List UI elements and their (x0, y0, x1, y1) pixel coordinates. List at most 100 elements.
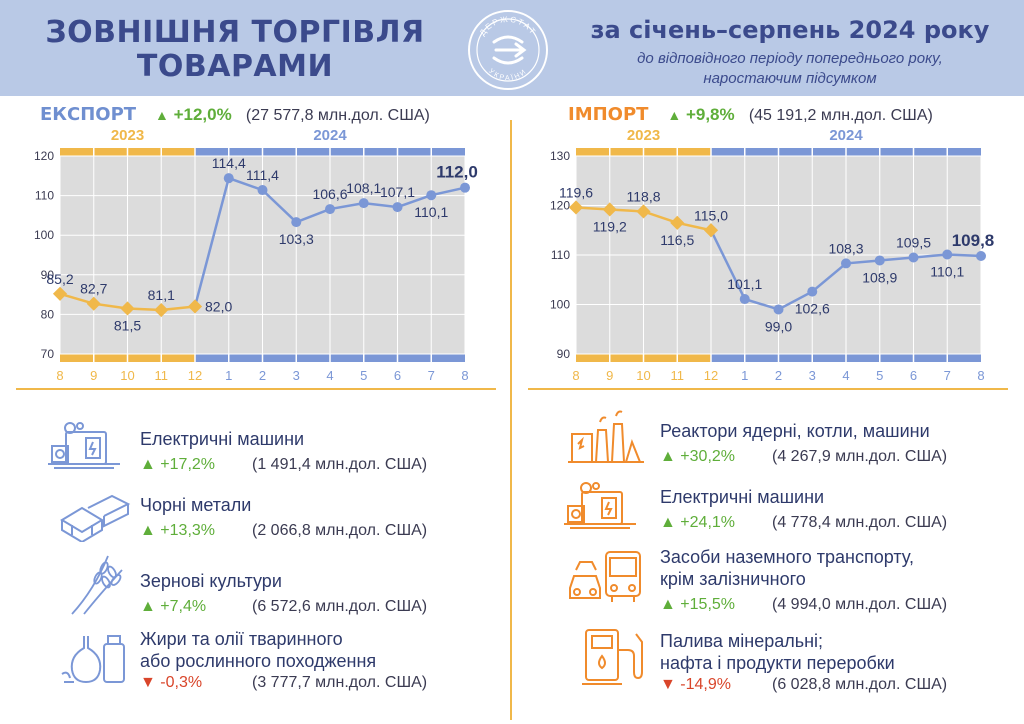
import-xtick-label: 10 (636, 368, 650, 383)
title-line-2: ТОВАРАМИ (136, 49, 334, 84)
export-point (426, 190, 437, 201)
item-label: Чорні метали (140, 495, 252, 515)
import-year-label-2024: 2024 (829, 127, 863, 144)
import-data-label: 109,5 (896, 234, 931, 250)
import-xtick-label: 6 (910, 368, 917, 383)
export-title: ЕКСПОРТ (40, 104, 137, 125)
export-xtick-label: 6 (394, 368, 401, 383)
export-ytick-label: 100 (34, 228, 54, 242)
import-data-label: 110,1 (930, 264, 964, 280)
export-data-label: 81,5 (114, 317, 141, 333)
export-xtick-label: 12 (188, 368, 202, 383)
emblem-bottom-text: УКРАЇНИ (487, 68, 527, 82)
export-ytick-label: 80 (41, 307, 55, 321)
import-xtick-label: 5 (876, 368, 883, 383)
item-arrow: ▲ (660, 514, 676, 531)
export-xtick-label: 8 (461, 368, 468, 383)
item-label: Зернові культури (140, 571, 282, 591)
export-data-label: 81,1 (148, 287, 175, 303)
import-point (874, 255, 885, 266)
period-title: за січень–серпень 2024 року (590, 16, 990, 44)
import-point (841, 258, 851, 269)
item-change: -14,9% (680, 676, 731, 693)
import-point (602, 202, 617, 217)
export-data-label: 110,1 (414, 204, 448, 220)
item-amount: (6 572,6 млн.дол. США) (252, 598, 428, 615)
item-label: Палива мінеральні; (660, 631, 824, 651)
item-change: +24,1% (680, 514, 736, 531)
derzhstat-emblem-icon: ДЕРЖСТАТ УКРАЇНИ (468, 10, 548, 90)
item-amount: (6 028,8 млн.дол. США) (772, 676, 948, 693)
import-amount: (45 191,2 млн.дол. США) (748, 107, 933, 124)
item-arrow: ▲ (140, 598, 156, 615)
export-data-label: 82,0 (205, 298, 232, 314)
import-ytick-label: 120 (550, 199, 570, 213)
export-data-label: 111,4 (246, 167, 279, 183)
import-xtick-label: 2 (775, 368, 782, 383)
import-item-mineral-fuels: Палива мінеральні; нафта і продукти пере… (660, 630, 947, 694)
export-data-label: 114,4 (212, 155, 246, 171)
export-point (325, 204, 335, 215)
export-ytick-label: 70 (41, 347, 55, 361)
item-change: +13,3% (160, 522, 216, 539)
oil-bottles-icon (61, 635, 125, 684)
import-point (807, 286, 818, 297)
import-data-label: 109,8 (952, 231, 995, 250)
import-data-label: 115,0 (694, 207, 728, 223)
import-data-label: 118,8 (627, 188, 661, 204)
period-subtitle-1: до відповідного періоду попереднього рок… (637, 50, 943, 67)
import-item-land-transport: Засоби наземного транспорту, крім залізн… (660, 546, 947, 614)
import-ytick-label: 90 (557, 347, 571, 361)
import-data-label: 99,0 (765, 318, 792, 334)
import-data-label: 102,6 (795, 301, 830, 317)
export-xtick-label: 3 (293, 368, 300, 383)
item-amount: (1 491,4 млн.дол. США) (252, 456, 428, 473)
export-item-fats-oils: Жири та олії тваринного або рослинного п… (140, 628, 427, 692)
item-arrow: ▼ (660, 676, 676, 693)
import-xtick-label: 9 (606, 368, 613, 383)
import-point (773, 304, 784, 315)
export-xtick-label: 11 (155, 368, 169, 383)
export-header: ЕКСПОРТ ▲ +12,0% (27 577,8 млн.дол. США) (40, 104, 430, 128)
electric-machine-icon (564, 482, 636, 529)
import-data-label: 108,3 (828, 240, 863, 256)
right-divider-line (528, 388, 1008, 390)
import-point (636, 204, 651, 219)
electric-machine-icon (48, 422, 120, 469)
import-xtick-label: 7 (944, 368, 951, 383)
item-arrow: ▼ (140, 674, 156, 691)
export-ytick-label: 120 (34, 149, 54, 163)
import-title: ІМПОРТ (568, 104, 649, 125)
export-data-label: 107,1 (380, 184, 415, 200)
export-data-label: 85,2 (46, 271, 73, 287)
item-arrow: ▲ (140, 522, 156, 539)
import-point (908, 252, 919, 263)
export-point (392, 202, 403, 213)
svg-text:УКРАЇНИ: УКРАЇНИ (487, 68, 529, 82)
export-xtick-label: 5 (360, 368, 367, 383)
export-data-label: 108,1 (346, 180, 381, 196)
import-data-label: 116,5 (660, 232, 694, 248)
export-arrow: ▲ (154, 107, 169, 123)
export-xtick-label: 1 (225, 368, 232, 383)
metal-beams-icon (60, 494, 131, 542)
export-point (460, 182, 470, 193)
export-data-label: 106,6 (312, 186, 347, 202)
item-amount: (4 778,4 млн.дол. США) (772, 514, 948, 531)
period-subtitle-2: наростаючим підсумком (703, 70, 877, 87)
import-xtick-label: 3 (809, 368, 816, 383)
import-point (976, 250, 986, 261)
export-point (154, 302, 169, 318)
import-item-electric-machines: Електричні машини ▲ +24,1% (4 778,4 млн.д… (660, 486, 947, 532)
export-point (291, 217, 302, 228)
import-xtick-label: 11 (671, 368, 685, 383)
export-xtick-label: 9 (90, 368, 97, 383)
export-year-label-2024: 2024 (313, 127, 347, 144)
export-point (358, 198, 369, 209)
export-xtick-label: 2 (259, 368, 266, 383)
import-data-label: 108,9 (862, 269, 897, 285)
item-label: Електричні машини (140, 429, 305, 449)
export-data-label: 112,0 (436, 163, 478, 182)
